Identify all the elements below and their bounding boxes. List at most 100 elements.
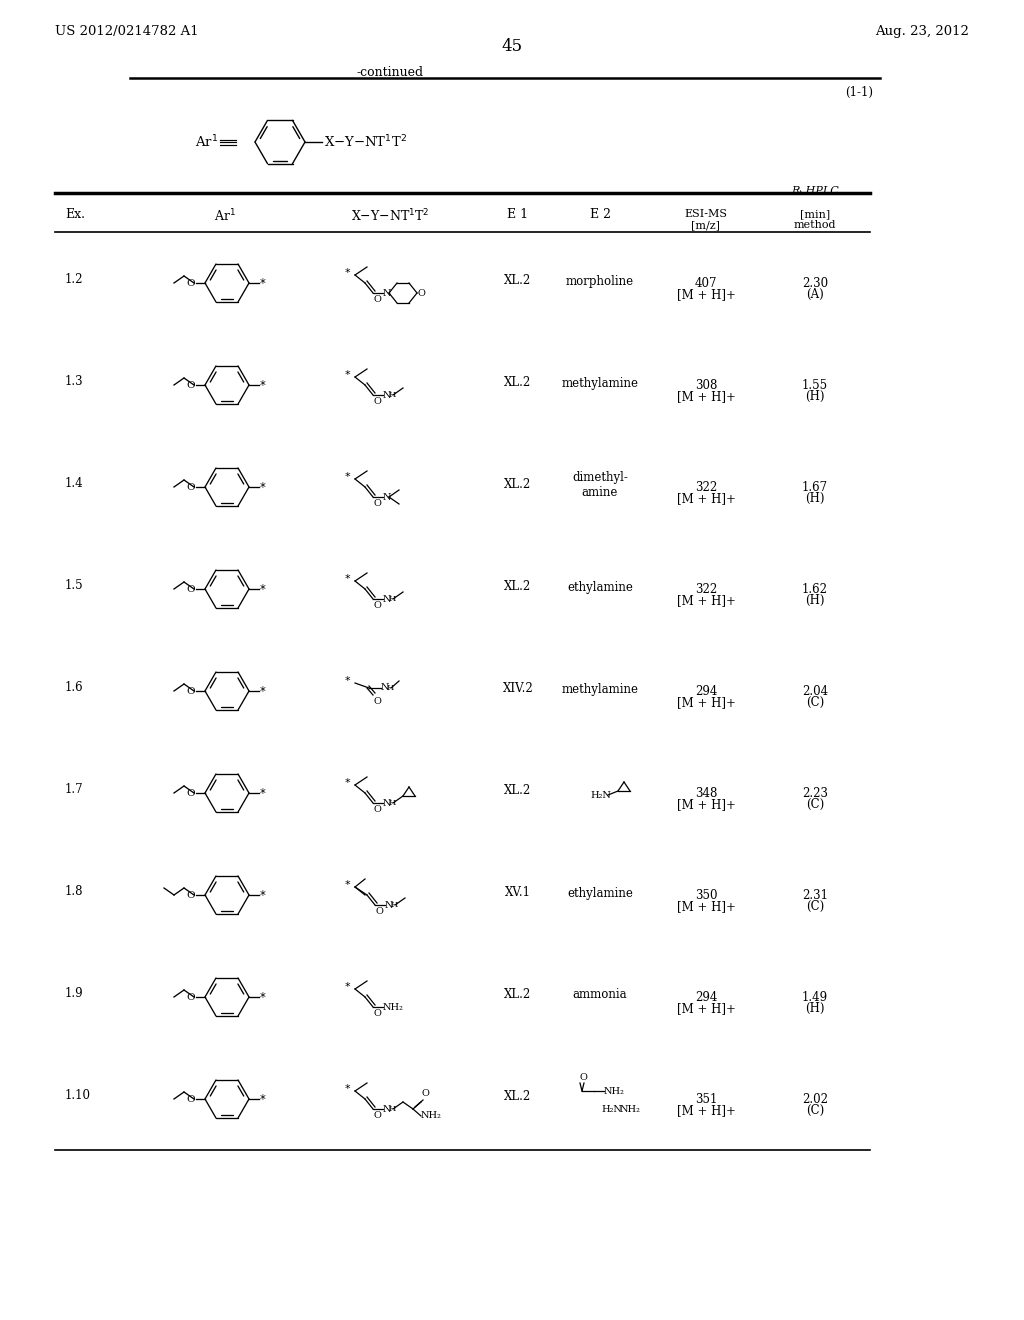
- Text: [m/z]: [m/z]: [691, 220, 721, 230]
- Text: 1.8: 1.8: [65, 884, 84, 898]
- Text: H: H: [389, 799, 396, 807]
- Text: Ex.: Ex.: [65, 209, 85, 220]
- Text: O: O: [374, 1008, 382, 1018]
- Text: N: N: [383, 1105, 391, 1114]
- Text: 45: 45: [502, 38, 522, 55]
- Text: *: *: [345, 880, 350, 890]
- Text: 1.3: 1.3: [65, 375, 84, 388]
- Text: XV.1: XV.1: [505, 887, 531, 899]
- Text: X$-$Y$-$NT$^1$T$^2$: X$-$Y$-$NT$^1$T$^2$: [324, 133, 408, 150]
- Text: morpholine: morpholine: [566, 275, 634, 288]
- Text: O: O: [374, 601, 382, 610]
- Text: [M + H]+: [M + H]+: [677, 594, 735, 607]
- Text: 2.23: 2.23: [802, 787, 828, 800]
- Text: Aug. 23, 2012: Aug. 23, 2012: [876, 25, 969, 38]
- Text: (C): (C): [806, 696, 824, 709]
- Text: 1.10: 1.10: [65, 1089, 91, 1102]
- Text: E 2: E 2: [590, 209, 610, 220]
- Text: O: O: [186, 380, 195, 389]
- Text: ethylamine: ethylamine: [567, 887, 633, 899]
- Text: N: N: [383, 289, 391, 297]
- Text: 1.5: 1.5: [65, 579, 84, 591]
- Text: E 1: E 1: [508, 209, 528, 220]
- Text: O: O: [374, 499, 382, 508]
- Text: O: O: [186, 993, 195, 1002]
- Text: [M + H]+: [M + H]+: [677, 389, 735, 403]
- Text: [M + H]+: [M + H]+: [677, 799, 735, 810]
- Text: (1-1): (1-1): [845, 86, 873, 99]
- Text: XL.2: XL.2: [505, 784, 531, 797]
- Text: 1.49: 1.49: [802, 991, 828, 1005]
- Text: O: O: [186, 279, 195, 288]
- Text: *: *: [345, 268, 350, 279]
- Text: XL.2: XL.2: [505, 989, 531, 1002]
- Text: O: O: [374, 805, 382, 814]
- Text: H₂N: H₂N: [601, 1105, 623, 1114]
- Text: O: O: [186, 686, 195, 696]
- Text: *: *: [260, 685, 266, 697]
- Text: [M + H]+: [M + H]+: [677, 492, 735, 506]
- Text: methylamine: methylamine: [561, 682, 639, 696]
- Text: H: H: [387, 684, 394, 692]
- Text: 308: 308: [695, 379, 717, 392]
- Text: ESI-MS: ESI-MS: [684, 209, 727, 219]
- Text: methylamine: methylamine: [561, 376, 639, 389]
- Text: *: *: [260, 582, 266, 595]
- Text: [M + H]+: [M + H]+: [677, 696, 735, 709]
- Text: H: H: [389, 1105, 396, 1113]
- Text: *: *: [345, 777, 350, 788]
- Text: ethylamine: ethylamine: [567, 581, 633, 594]
- Text: NH₂: NH₂: [604, 1086, 625, 1096]
- Text: N: N: [383, 492, 391, 502]
- Text: O: O: [186, 891, 195, 899]
- Text: 407: 407: [694, 277, 717, 290]
- Text: 1.9: 1.9: [65, 987, 84, 1001]
- Text: Ar$^1$: Ar$^1$: [195, 133, 218, 150]
- Text: (H): (H): [805, 594, 824, 607]
- Text: *: *: [260, 888, 266, 902]
- Text: H: H: [389, 595, 396, 603]
- Text: *: *: [345, 574, 350, 583]
- Text: O: O: [374, 1111, 382, 1119]
- Text: N: N: [383, 799, 391, 808]
- Text: O: O: [186, 788, 195, 797]
- Text: NH₂: NH₂: [620, 1105, 640, 1114]
- Text: 322: 322: [695, 583, 717, 597]
- Text: O: O: [376, 907, 384, 916]
- Text: 2.04: 2.04: [802, 685, 828, 698]
- Text: *: *: [260, 480, 266, 494]
- Text: [M + H]+: [M + H]+: [677, 900, 735, 913]
- Text: O: O: [374, 294, 382, 304]
- Text: O: O: [579, 1073, 587, 1082]
- Text: NH₂: NH₂: [421, 1111, 442, 1121]
- Text: 1.4: 1.4: [65, 477, 84, 490]
- Text: (H): (H): [805, 1002, 824, 1015]
- Text: N: N: [381, 684, 389, 693]
- Text: XIV.2: XIV.2: [503, 682, 534, 696]
- Text: dimethyl-
amine: dimethyl- amine: [572, 471, 628, 499]
- Text: (H): (H): [805, 492, 824, 506]
- Text: O: O: [186, 585, 195, 594]
- Text: (H): (H): [805, 389, 824, 403]
- Text: O: O: [422, 1089, 430, 1098]
- Text: 2.02: 2.02: [802, 1093, 828, 1106]
- Text: H₂N: H₂N: [590, 791, 611, 800]
- Text: *: *: [260, 276, 266, 289]
- Text: 2.31: 2.31: [802, 888, 828, 902]
- Text: (C): (C): [806, 900, 824, 913]
- Text: 322: 322: [695, 480, 717, 494]
- Text: XL.2: XL.2: [505, 479, 531, 491]
- Text: [min]: [min]: [800, 209, 830, 219]
- Text: 350: 350: [694, 888, 717, 902]
- Text: N: N: [385, 900, 393, 909]
- Text: -continued: -continued: [356, 66, 424, 79]
- Text: 1.6: 1.6: [65, 681, 84, 694]
- Text: 2.30: 2.30: [802, 277, 828, 290]
- Text: XL.2: XL.2: [505, 376, 531, 389]
- Text: *: *: [345, 370, 350, 380]
- Text: NH₂: NH₂: [383, 1002, 403, 1011]
- Text: H: H: [389, 391, 396, 399]
- Text: Ar$^1$: Ar$^1$: [214, 209, 236, 224]
- Text: US 2012/0214782 A1: US 2012/0214782 A1: [55, 25, 199, 38]
- Text: Rₜ HPLC: Rₜ HPLC: [792, 186, 839, 195]
